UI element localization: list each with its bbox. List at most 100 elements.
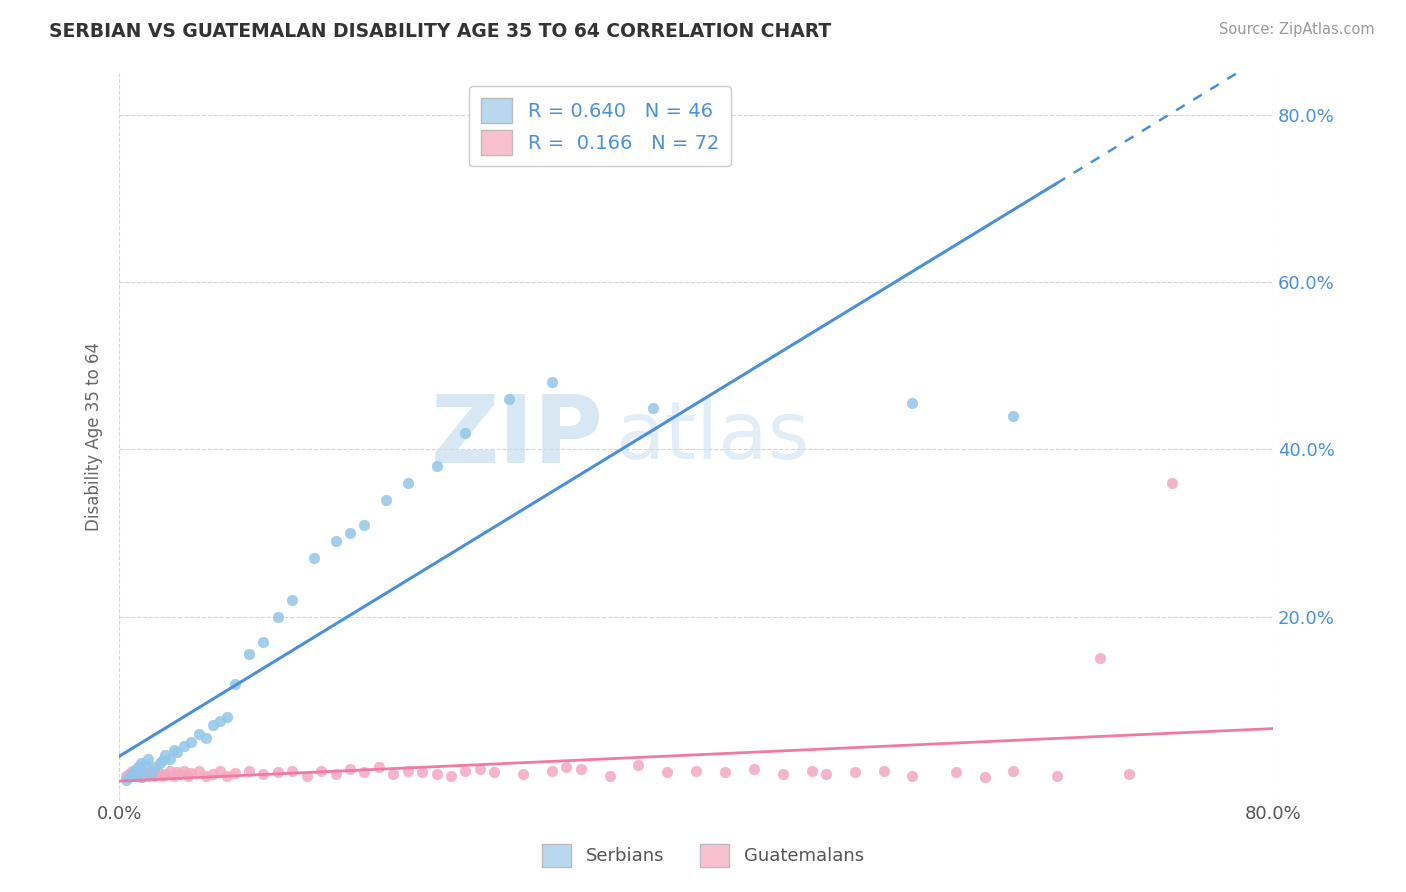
Point [411, 765, 433, 780]
Point [121, 764, 143, 779]
Point [512, 767, 534, 781]
Point [814, 767, 837, 781]
Text: Source: ZipAtlas.com: Source: ZipAtlas.com [1219, 22, 1375, 37]
Point [122, 764, 145, 779]
Point [339, 526, 361, 541]
Point [375, 492, 398, 507]
Point [252, 634, 274, 648]
Text: ZIP: ZIP [432, 391, 603, 483]
Point [209, 764, 232, 779]
Text: SERBIAN VS GUATEMALAN DISABILITY AGE 35 TO 64 CORRELATION CHART: SERBIAN VS GUATEMALAN DISABILITY AGE 35 … [49, 22, 831, 41]
Point [844, 765, 866, 780]
Point [309, 764, 332, 779]
Point [901, 768, 924, 782]
Point [187, 764, 209, 779]
Point [295, 768, 318, 782]
Point [177, 768, 200, 782]
Point [139, 767, 162, 781]
Point [901, 396, 924, 410]
Point [281, 764, 304, 778]
Point [382, 767, 405, 781]
Point [166, 765, 188, 780]
Point [143, 760, 166, 774]
Point [1046, 768, 1069, 782]
Point [425, 767, 447, 781]
Point [267, 609, 290, 624]
Point [136, 768, 159, 782]
Point [128, 764, 150, 779]
Point [155, 767, 177, 781]
Point [569, 762, 592, 776]
Point [152, 754, 174, 768]
Point [180, 735, 202, 749]
Point [121, 767, 143, 781]
Point [281, 593, 304, 607]
Point [142, 768, 165, 782]
Point [440, 768, 463, 782]
Point [120, 768, 142, 782]
Point [173, 764, 195, 779]
Point [685, 764, 707, 778]
Point [136, 752, 159, 766]
Point [1002, 409, 1025, 423]
Point [484, 765, 506, 780]
Point [152, 768, 174, 782]
Point [202, 767, 225, 781]
Point [180, 766, 202, 780]
Point [252, 767, 274, 781]
Legend: Serbians, Guatemalans: Serbians, Guatemalans [536, 837, 870, 874]
Point [120, 768, 142, 782]
Point [498, 392, 520, 406]
Point [468, 762, 491, 776]
Point [353, 765, 375, 780]
Point [641, 401, 664, 415]
Point [657, 765, 679, 780]
Point [163, 743, 186, 757]
Point [224, 676, 246, 690]
Point [187, 727, 209, 741]
Point [555, 760, 578, 774]
Point [115, 772, 138, 787]
Point [599, 768, 621, 782]
Text: atlas: atlas [616, 398, 810, 475]
Point [159, 764, 181, 779]
Point [267, 765, 290, 780]
Point [143, 767, 166, 781]
Y-axis label: Disability Age 35 to 64: Disability Age 35 to 64 [86, 343, 103, 532]
Point [202, 718, 225, 732]
Point [115, 768, 138, 782]
Point [325, 534, 347, 549]
Point [772, 767, 794, 781]
Point [134, 758, 156, 772]
Point [131, 764, 153, 778]
Point [129, 770, 152, 784]
Point [714, 765, 737, 780]
Point [945, 765, 967, 780]
Point [217, 710, 239, 724]
Point [131, 770, 153, 784]
Point [396, 764, 419, 778]
Point [425, 459, 447, 474]
Point [367, 760, 389, 774]
Point [122, 767, 145, 781]
Point [1118, 767, 1140, 781]
Point [148, 765, 170, 780]
Point [163, 768, 186, 782]
Point [139, 764, 162, 779]
Point [238, 647, 260, 661]
Point [129, 756, 152, 770]
Point [125, 762, 148, 776]
Point [209, 714, 232, 728]
Point [134, 767, 156, 781]
Point [127, 760, 149, 774]
Point [800, 764, 823, 778]
Point [396, 475, 419, 490]
Point [149, 756, 172, 770]
Point [973, 770, 995, 784]
Point [118, 767, 141, 781]
Point [325, 767, 347, 781]
Point [238, 764, 260, 778]
Point [353, 517, 375, 532]
Point [173, 739, 195, 754]
Point [541, 764, 564, 778]
